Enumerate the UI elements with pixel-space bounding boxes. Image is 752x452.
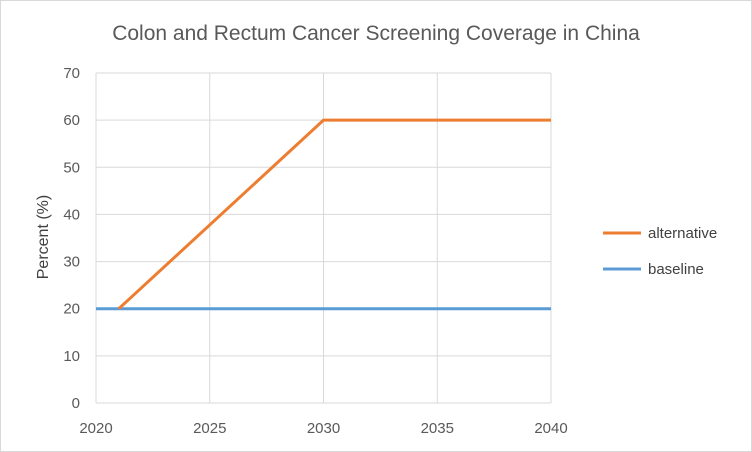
x-tick-label: 2030 — [307, 420, 340, 437]
legend: alternative baseline — [603, 225, 717, 278]
y-tick-label: 20 — [63, 301, 80, 318]
y-tick-label: 60 — [63, 112, 80, 129]
x-tick-label: 2040 — [534, 420, 567, 437]
legend-label-baseline: baseline — [648, 261, 704, 278]
y-tick-label: 30 — [63, 254, 80, 271]
legend-label-alternative: alternative — [648, 225, 717, 242]
x-tick-label: 2035 — [421, 420, 454, 437]
y-tick-label: 0 — [72, 395, 80, 412]
x-tick-label: 2025 — [193, 420, 226, 437]
y-tick-label: 70 — [63, 65, 80, 82]
chart-title: Colon and Rectum Cancer Screening Covera… — [112, 22, 640, 45]
y-tick-label: 40 — [63, 206, 80, 223]
x-tick-label: 2020 — [79, 420, 112, 437]
y-tick-label: 10 — [63, 348, 80, 365]
y-axis-label: Percent (%) — [35, 195, 52, 279]
y-tick-label: 50 — [63, 159, 80, 176]
